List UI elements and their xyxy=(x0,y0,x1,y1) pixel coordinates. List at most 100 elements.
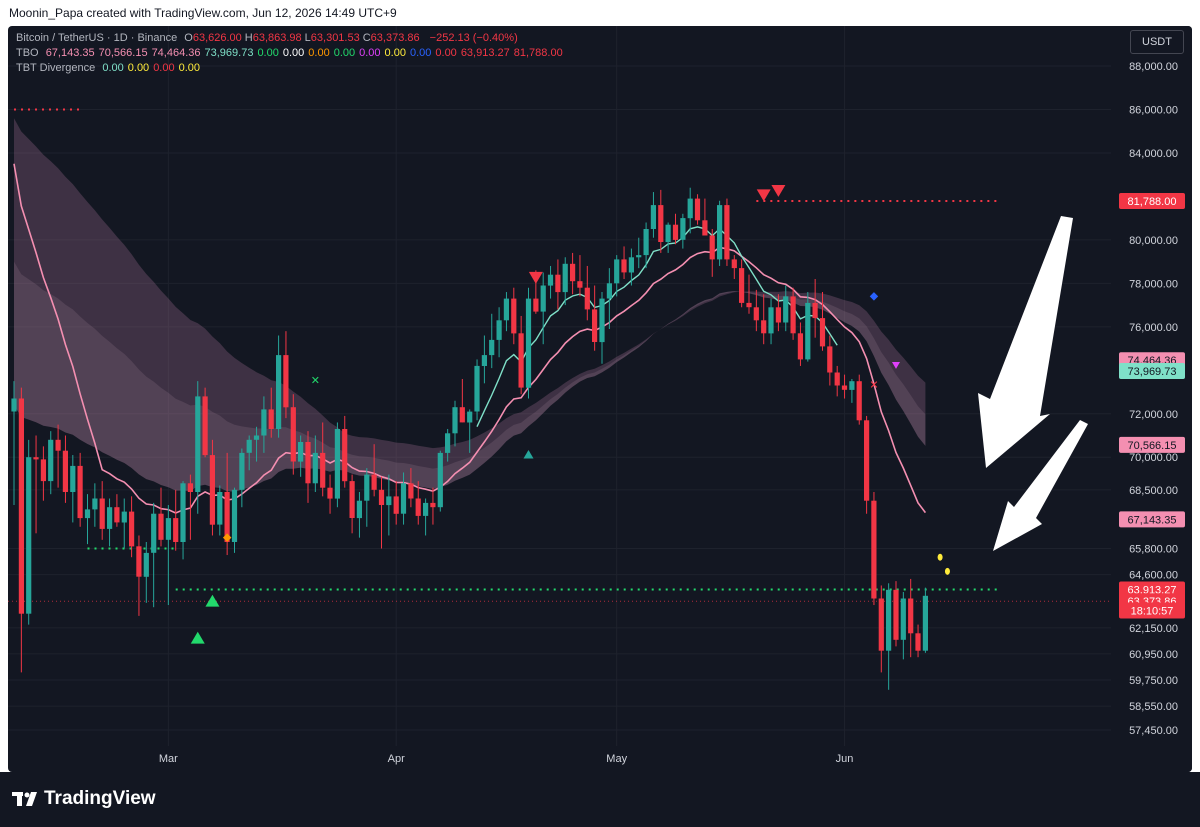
candle[interactable] xyxy=(717,205,723,260)
candle[interactable] xyxy=(268,409,274,429)
candle[interactable] xyxy=(312,452,318,484)
candle[interactable] xyxy=(614,259,620,284)
candle[interactable] xyxy=(724,205,730,260)
chart-panel[interactable]: ✕ ✕ 57,450.00 58,550.00 59,750.00 60,950.00 62… xyxy=(8,26,1192,772)
candle[interactable] xyxy=(819,318,826,347)
candle[interactable] xyxy=(298,442,304,462)
candle[interactable] xyxy=(40,459,46,482)
candle[interactable] xyxy=(592,309,598,342)
candle[interactable] xyxy=(195,396,201,492)
candle[interactable] xyxy=(643,229,649,256)
candle[interactable] xyxy=(570,263,576,282)
candle[interactable] xyxy=(746,302,752,308)
candle[interactable] xyxy=(283,355,289,408)
currency-button[interactable]: USDT xyxy=(1130,30,1184,54)
candle[interactable] xyxy=(518,333,524,388)
candle[interactable] xyxy=(18,398,24,614)
candle[interactable] xyxy=(290,407,296,462)
candle[interactable] xyxy=(129,511,135,547)
candle[interactable] xyxy=(511,298,517,334)
symbol-label[interactable]: Bitcoin / TetherUS · 1D · Binance xyxy=(16,32,178,44)
candle[interactable] xyxy=(687,198,693,219)
candle[interactable] xyxy=(467,411,473,423)
candle[interactable] xyxy=(107,507,113,529)
candle[interactable] xyxy=(496,320,502,340)
legend-tbt-row[interactable]: TBT Divergence 0.00 0.00 0.00 0.00 xyxy=(16,61,571,76)
candle[interactable] xyxy=(753,307,759,321)
candle[interactable] xyxy=(378,489,385,505)
price-chart[interactable]: ✕ ✕ 57,450.00 58,550.00 59,750.00 60,950.00 62… xyxy=(8,26,1192,772)
candle[interactable] xyxy=(827,346,833,373)
candle[interactable] xyxy=(849,381,855,390)
candle[interactable] xyxy=(893,589,899,640)
candle[interactable] xyxy=(577,281,583,288)
candle[interactable] xyxy=(209,455,215,525)
candle[interactable] xyxy=(636,255,642,258)
legend-tbo-row[interactable]: TBO 67,143.35 70,566.15 74,464.36 73,969.73… xyxy=(16,46,571,61)
candle[interactable] xyxy=(621,259,627,273)
candle[interactable] xyxy=(474,365,480,412)
candle[interactable] xyxy=(834,372,840,386)
candle[interactable] xyxy=(680,218,686,240)
candle[interactable] xyxy=(628,257,634,273)
candle[interactable] xyxy=(239,452,245,490)
candle[interactable] xyxy=(503,298,509,321)
candle[interactable] xyxy=(658,205,664,242)
candle[interactable] xyxy=(400,483,407,514)
candle[interactable] xyxy=(386,496,392,506)
candle[interactable] xyxy=(92,498,98,510)
candle[interactable] xyxy=(342,429,348,482)
candle[interactable] xyxy=(276,355,282,429)
candle[interactable] xyxy=(143,552,149,577)
candle[interactable] xyxy=(886,589,892,651)
candle[interactable] xyxy=(841,385,848,390)
candle[interactable] xyxy=(180,483,186,542)
candle[interactable] xyxy=(805,302,811,360)
candle[interactable] xyxy=(217,492,223,525)
candle[interactable] xyxy=(187,483,193,492)
candle[interactable] xyxy=(606,283,612,299)
candle[interactable] xyxy=(599,298,605,343)
candle[interactable] xyxy=(70,465,76,492)
candle[interactable] xyxy=(768,307,774,334)
candle[interactable] xyxy=(371,474,377,490)
candle[interactable] xyxy=(871,500,877,599)
candle[interactable] xyxy=(562,263,568,293)
candle[interactable] xyxy=(790,296,796,334)
candle[interactable] xyxy=(761,320,767,334)
tbt-indicator-name[interactable]: TBT Divergence xyxy=(16,62,96,74)
candle[interactable] xyxy=(246,439,252,453)
candle[interactable] xyxy=(709,235,715,260)
candle[interactable] xyxy=(62,450,68,492)
candle[interactable] xyxy=(334,429,340,499)
candle[interactable] xyxy=(55,439,61,451)
candle[interactable] xyxy=(320,452,326,488)
candle[interactable] xyxy=(856,381,862,421)
candle[interactable] xyxy=(231,489,238,542)
candle[interactable] xyxy=(915,633,921,651)
candle[interactable] xyxy=(114,507,120,523)
candle[interactable] xyxy=(547,274,554,286)
candle[interactable] xyxy=(812,302,818,319)
candle[interactable] xyxy=(393,496,399,514)
candle[interactable] xyxy=(783,296,789,323)
candle[interactable] xyxy=(533,298,539,312)
candle[interactable] xyxy=(437,452,443,508)
candle[interactable] xyxy=(584,287,590,310)
candle[interactable] xyxy=(99,498,105,529)
candle[interactable] xyxy=(797,333,803,360)
candle[interactable] xyxy=(702,220,708,236)
candle[interactable] xyxy=(408,483,414,499)
candle[interactable] xyxy=(356,500,362,519)
candle[interactable] xyxy=(261,409,267,436)
candle[interactable] xyxy=(878,598,884,651)
candle[interactable] xyxy=(349,481,355,518)
candle[interactable] xyxy=(672,224,679,240)
candle[interactable] xyxy=(525,298,532,388)
candle[interactable] xyxy=(151,513,157,553)
candle[interactable] xyxy=(48,439,54,482)
candle[interactable] xyxy=(445,433,451,453)
candle[interactable] xyxy=(136,546,142,577)
candle[interactable] xyxy=(26,457,32,614)
candle[interactable] xyxy=(481,355,487,366)
